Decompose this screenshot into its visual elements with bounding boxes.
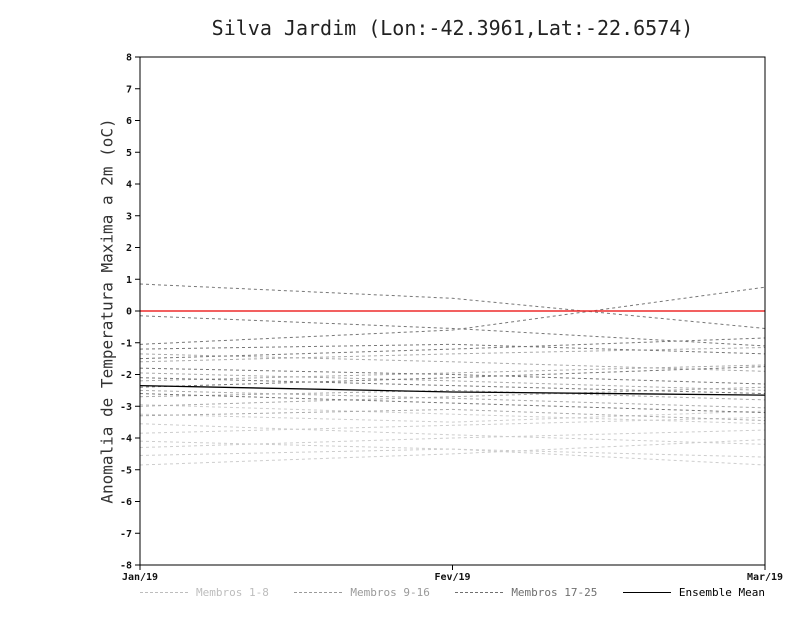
y-tick-label: 3 — [126, 211, 132, 222]
legend-dashed-line-sample — [294, 592, 343, 593]
member-line-group-3 — [139, 286, 766, 345]
y-tick-label: -5 — [120, 465, 132, 476]
member-line-group-2 — [139, 389, 766, 409]
member-line-group-3 — [139, 315, 766, 347]
legend-label: Membros 9-16 — [350, 586, 430, 599]
legend-dashed-line-sample — [455, 592, 504, 593]
member-line-group-1 — [139, 416, 766, 434]
member-line-group-2 — [139, 389, 766, 401]
member-line-group-2 — [139, 372, 766, 391]
member-line-group-1 — [139, 410, 766, 423]
x-tick-label: Jan/19 — [122, 572, 158, 583]
member-line-group-1 — [139, 439, 766, 466]
y-tick-label: 2 — [126, 243, 132, 254]
y-tick-label: -8 — [120, 561, 132, 572]
legend: Membros 1-8 Membros 9-16 Membros 17-25 Ense… — [140, 586, 765, 599]
y-tick-label: -7 — [120, 529, 132, 540]
x-tick-label: Mar/19 — [747, 572, 783, 583]
member-line-group-2 — [139, 408, 766, 422]
member-line-group-3 — [139, 337, 766, 360]
member-line-group-3 — [139, 283, 766, 329]
y-tick-label: -4 — [120, 434, 132, 445]
y-tick-label: 7 — [126, 84, 132, 95]
member-line-group-1 — [139, 423, 766, 445]
member-line-group-3 — [139, 393, 766, 414]
member-line-group-2 — [139, 353, 766, 372]
legend-label: Membros 1-8 — [196, 586, 269, 599]
y-tick-label: 6 — [126, 116, 132, 127]
y-tick-label: -6 — [120, 497, 132, 508]
y-tick-label: 0 — [126, 307, 132, 318]
member-line-group-1 — [139, 429, 766, 449]
member-line-group-2 — [139, 386, 766, 407]
x-tick-label: Fev/19 — [434, 572, 470, 583]
member-line-group-1 — [139, 404, 766, 425]
member-line-group-1 — [139, 448, 766, 466]
legend-solid-line-sample — [622, 592, 671, 593]
legend-item: Membros 1-8 — [140, 586, 269, 599]
member-line-group-3 — [139, 377, 766, 395]
y-tick-label: -1 — [120, 338, 132, 349]
y-tick-label: -3 — [120, 402, 132, 413]
legend-item: Membros 17-25 — [455, 586, 597, 599]
chart-title: Silva Jardim (Lon:-42.3961,Lat:-22.6574) — [211, 16, 694, 40]
y-tick-label: 1 — [126, 275, 132, 286]
legend-item: Membros 9-16 — [294, 586, 430, 599]
legend-label: Ensemble Mean — [678, 586, 765, 599]
y-tick-label: -2 — [120, 370, 132, 381]
y-tick-label: 4 — [126, 180, 132, 191]
member-line-group-3 — [139, 366, 766, 388]
member-line-group-3 — [139, 367, 766, 385]
legend-item: Ensemble Mean — [622, 586, 765, 599]
y-tick-label: 8 — [126, 53, 132, 64]
legend-dashed-line-sample — [140, 592, 188, 593]
member-line-group-2 — [139, 364, 766, 382]
legend-label: Membros 17-25 — [511, 586, 598, 599]
ensemble-mean-line — [139, 384, 766, 396]
member-line-group-2 — [139, 347, 766, 363]
y-tick-label: 5 — [126, 148, 132, 159]
member-line-group-3 — [139, 343, 766, 355]
